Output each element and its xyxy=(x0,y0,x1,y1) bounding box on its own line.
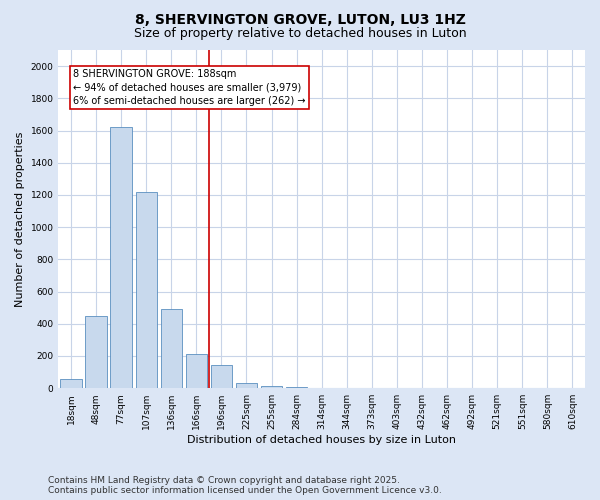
Bar xyxy=(211,365,232,388)
Text: 8 SHERVINGTON GROVE: 188sqm
← 94% of detached houses are smaller (3,979)
6% of s: 8 SHERVINGTON GROVE: 188sqm ← 94% of det… xyxy=(73,70,306,106)
X-axis label: Distribution of detached houses by size in Luton: Distribution of detached houses by size … xyxy=(187,435,456,445)
Text: 8, SHERVINGTON GROVE, LUTON, LU3 1HZ: 8, SHERVINGTON GROVE, LUTON, LU3 1HZ xyxy=(134,12,466,26)
Bar xyxy=(236,384,257,388)
Bar xyxy=(136,192,157,388)
Bar xyxy=(161,310,182,388)
Text: Contains HM Land Registry data © Crown copyright and database right 2025.
Contai: Contains HM Land Registry data © Crown c… xyxy=(48,476,442,495)
Bar xyxy=(60,378,82,388)
Bar xyxy=(110,128,132,388)
Text: Size of property relative to detached houses in Luton: Size of property relative to detached ho… xyxy=(134,28,466,40)
Bar xyxy=(185,354,207,388)
Bar xyxy=(85,316,107,388)
Bar xyxy=(261,386,282,388)
Y-axis label: Number of detached properties: Number of detached properties xyxy=(15,132,25,307)
